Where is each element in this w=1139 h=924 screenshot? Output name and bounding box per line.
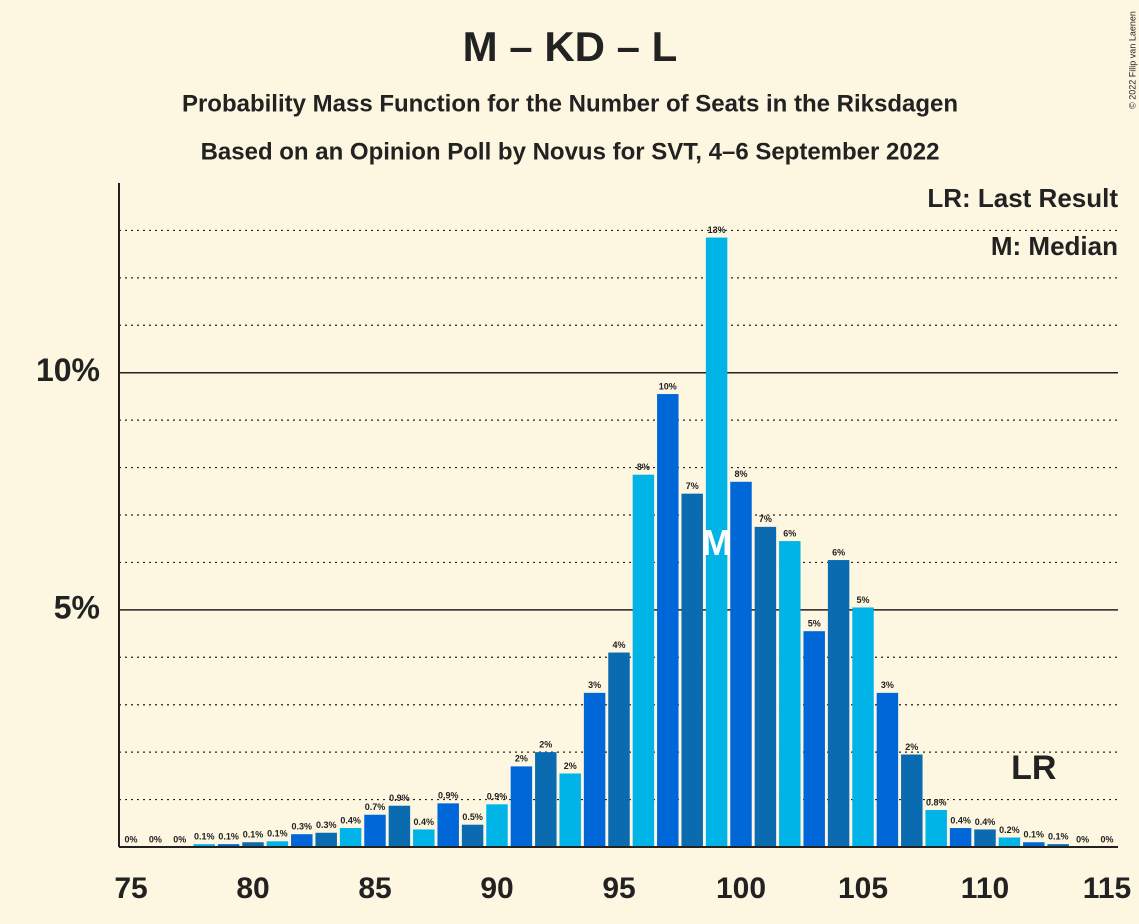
chart-title: M – KD – L — [463, 23, 678, 70]
chart-subtitle: Probability Mass Function for the Number… — [182, 90, 958, 117]
value-label: 0.7% — [365, 802, 386, 812]
x-tick-label: 100 — [716, 872, 766, 905]
last-result-marker: LR — [1011, 749, 1056, 787]
value-label: 10% — [659, 381, 677, 391]
value-label: 0% — [1100, 834, 1113, 844]
bar — [779, 541, 801, 847]
value-label: 2% — [564, 761, 577, 771]
value-label: 0% — [124, 834, 137, 844]
value-label: 0.9% — [438, 791, 459, 801]
value-label: 4% — [612, 640, 625, 650]
bar — [632, 474, 655, 847]
x-tick-label: 105 — [838, 872, 888, 905]
value-label: 8% — [637, 462, 650, 472]
bar — [217, 844, 240, 847]
value-label: 2% — [515, 754, 528, 764]
value-label: 0% — [173, 834, 186, 844]
bar — [266, 841, 289, 847]
legend-entry: M: Median — [991, 231, 1118, 261]
value-label: 5% — [808, 619, 821, 629]
bar — [583, 692, 606, 847]
bar — [754, 526, 777, 847]
value-label: 0.4% — [975, 817, 996, 827]
bar — [315, 832, 337, 847]
bar — [681, 493, 703, 847]
x-tick-label: 90 — [480, 872, 513, 905]
value-label: 0.2% — [999, 825, 1020, 835]
bar — [1023, 842, 1045, 847]
value-label: 8% — [734, 469, 747, 479]
bar — [901, 754, 923, 847]
value-label: 0.1% — [194, 832, 215, 842]
value-label: 0.4% — [950, 815, 971, 825]
bar — [437, 803, 459, 847]
bar — [559, 773, 581, 847]
bar — [925, 810, 947, 847]
x-tick-label: 75 — [114, 872, 147, 905]
value-label: 0.1% — [243, 830, 264, 840]
y-tick-label: 10% — [36, 352, 100, 388]
legend-entry: LR: Last Result — [927, 183, 1118, 213]
x-tick-label: 115 — [1083, 872, 1131, 905]
value-label: 3% — [881, 680, 894, 690]
value-label: 0.5% — [462, 812, 483, 822]
value-label: 6% — [832, 547, 845, 557]
x-tick-label: 80 — [236, 872, 269, 905]
value-label: 7% — [686, 481, 699, 491]
bar — [486, 804, 508, 847]
value-label: 0.9% — [487, 792, 508, 802]
value-label: 0.4% — [414, 817, 435, 827]
copyright: © 2022 Filip van Laenen — [1127, 11, 1137, 109]
value-label: 2% — [539, 740, 552, 750]
bar — [852, 607, 874, 847]
bar — [461, 824, 484, 847]
bar — [876, 692, 899, 847]
value-label: 0.8% — [926, 797, 947, 807]
bar — [388, 805, 411, 847]
x-tick-label: 110 — [961, 872, 1009, 905]
value-label: 0.1% — [267, 829, 288, 839]
chart-subtitle: Based on an Opinion Poll by Novus for SV… — [201, 138, 940, 165]
x-tick-label: 85 — [358, 872, 391, 905]
bar — [364, 814, 386, 847]
bar — [1047, 844, 1069, 847]
y-tick-label: 5% — [54, 589, 100, 625]
bar — [242, 842, 264, 847]
bar — [657, 394, 679, 847]
bar — [413, 829, 435, 847]
value-label: 0.3% — [316, 820, 337, 830]
value-label: 0.3% — [292, 822, 313, 832]
bar — [510, 766, 533, 847]
value-label: 0.1% — [218, 832, 239, 842]
median-marker: M — [702, 522, 732, 563]
value-label: 2% — [905, 742, 918, 752]
bar — [949, 828, 972, 847]
value-label: 0.4% — [340, 815, 361, 825]
value-label: 13% — [708, 225, 726, 235]
value-label: 0.1% — [1024, 830, 1045, 840]
bar — [291, 834, 313, 847]
x-tick-label: 95 — [602, 872, 635, 905]
bar — [827, 560, 850, 847]
value-label: 7% — [759, 514, 772, 524]
value-label: 0% — [149, 834, 162, 844]
bar — [803, 631, 825, 847]
bar — [705, 237, 728, 848]
bar — [193, 844, 215, 847]
bar — [974, 829, 996, 847]
value-label: 5% — [856, 595, 869, 605]
bar — [535, 752, 557, 847]
bar — [998, 837, 1021, 847]
bar — [339, 828, 362, 847]
value-label: 0% — [1076, 834, 1089, 844]
value-label: 3% — [588, 680, 601, 690]
bar — [730, 481, 752, 847]
value-label: 0.1% — [1048, 832, 1069, 842]
bar — [608, 652, 630, 847]
value-label: 0.9% — [389, 793, 410, 803]
value-label: 6% — [783, 528, 796, 538]
